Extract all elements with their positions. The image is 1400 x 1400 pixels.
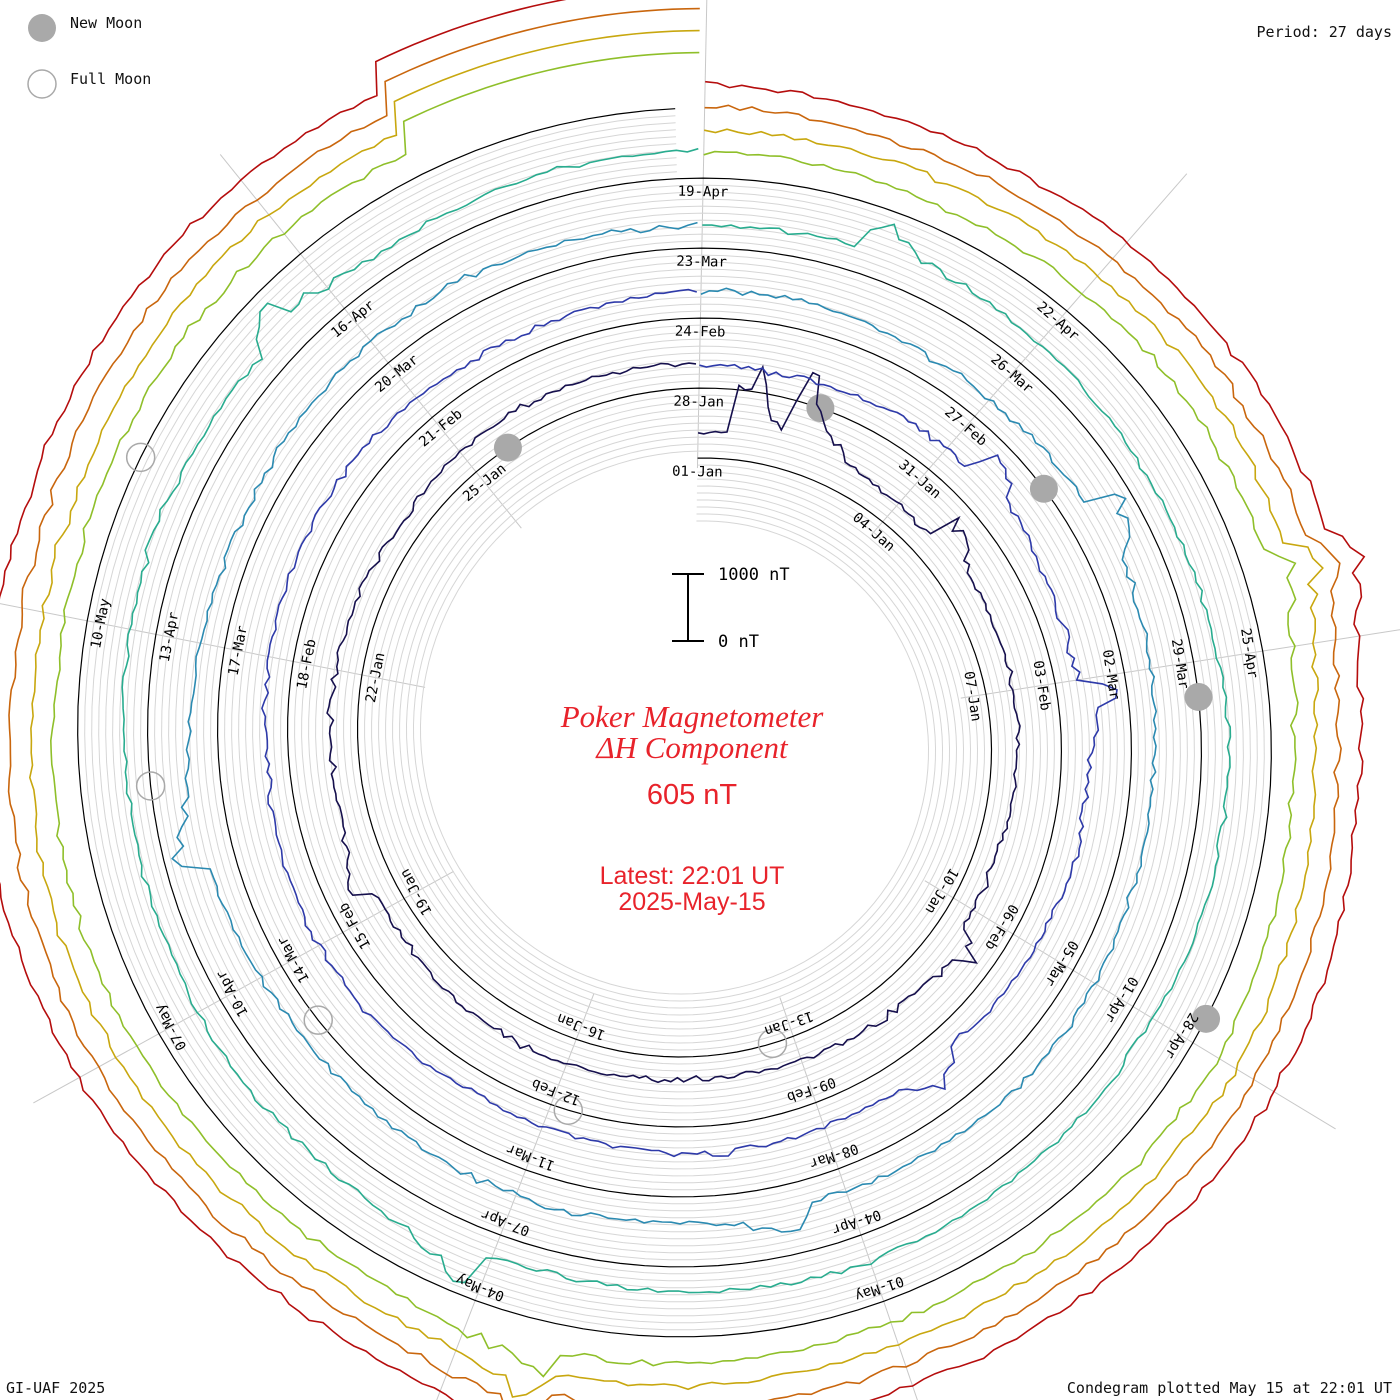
new-moon-legend-icon [28,14,56,42]
date-label: 27-Feb [941,404,990,449]
date-label: 31-Jan [895,457,944,502]
date-label: 08-Mar [807,1140,860,1172]
chart-title: Poker Magnetometer [560,699,824,734]
radial-spoke [436,993,595,1400]
series-cycle-8 [0,0,1366,1400]
plotted-timestamp: Condegram plotted May 15 at 22:01 UT [1066,1379,1392,1397]
full-moon-marker [553,1095,584,1125]
new-moon-marker [1192,1004,1221,1033]
latest-date: 2025-May-15 [618,888,765,916]
scale-bar: 1000 nT 0 nT [672,565,790,652]
date-label: 01-May [853,1272,906,1304]
date-label: 26-Mar [987,352,1036,397]
date-label: 23-Mar [676,254,727,271]
date-label: 22-Apr [1033,299,1082,344]
date-label: 20-Mar [372,352,421,396]
date-label: 07-Apr [479,1206,532,1239]
full-moon-marker [757,1028,788,1059]
radial-spoke [779,997,918,1400]
new-moon-marker [1184,682,1213,711]
credit-label: GI-UAF 2025 [6,1379,106,1397]
date-label: 13-Jan [762,1007,815,1039]
series-cycle-5 [49,51,1299,1378]
date-label: 18-Feb [294,638,319,691]
new-moon-marker [493,433,522,462]
date-label: 09-Feb [785,1074,838,1106]
radial-spoke [870,173,1188,536]
date-label: 24-Feb [675,324,726,341]
full-moon-marker [135,771,166,801]
date-label: 03-Feb [1030,659,1054,711]
moon-markers [125,394,1221,1125]
current-value: 605 nT [647,779,738,811]
spiral-gridline [105,136,1244,1310]
spiral-gridline [119,150,1230,1296]
legend-full-moon-label: Full Moon [70,70,152,88]
radial-spoke [33,870,455,1104]
date-label: 04-Jan [849,510,898,555]
series-cycle-7 [7,7,1342,1400]
spiral-baseline [77,108,1272,1338]
series-cycle-6 [28,29,1324,1398]
spiral-gridline [84,115,1265,1331]
date-label: 11-Mar [504,1140,557,1173]
period-label: Period: 27 days [1256,23,1392,41]
scale-top-label: 1000 nT [718,565,790,585]
date-label: 01-Jan [672,464,723,481]
full-moon-marker [125,442,156,473]
radial-spoke [924,880,1336,1130]
spiral-gridline [133,164,1216,1282]
spiral-gridline [98,129,1251,1317]
date-label: 28-Jan [673,394,724,411]
date-label: 19-Apr [678,184,729,201]
series-layer [0,0,1366,1400]
new-moon-marker [1029,474,1058,503]
date-label: 21-Feb [416,406,465,450]
chart-subtitle: ΔH Component [594,730,789,765]
date-label: 04-Apr [830,1206,883,1238]
date-label: 04-May [454,1271,507,1304]
series-cycle-4 [121,147,1232,1294]
spiral-gridline [91,122,1258,1324]
full-moon-legend-icon [27,69,57,99]
date-label: 25-Jan [460,461,509,505]
date-label: 13-Apr [157,611,182,664]
latest-time: Latest: 22:01 UT [600,862,785,890]
radial-spoke [0,603,426,688]
date-label: 16-Jan [555,1010,608,1043]
date-label: 17-Mar [226,624,251,677]
new-moon-marker [806,394,835,423]
legend-new-moon-label: New Moon [70,14,143,32]
scale-bottom-label: 0 nT [718,632,759,652]
series-cycle-2 [261,288,1118,1158]
title-block: Poker Magnetometer ΔH Component 605 nT L… [560,699,824,916]
date-label: 29-Mar [1168,638,1192,690]
date-label: 02-Mar [1099,649,1123,701]
series-cycle-1 [326,362,1021,1084]
date-label: 10-May [88,597,113,650]
full-moon-marker [303,1005,333,1035]
date-label: 25-Apr [1237,627,1261,679]
date-label: 16-Apr [328,297,377,341]
series-cycle-3 [171,221,1158,1233]
spiral-gridline [112,143,1237,1303]
date-label: 07-Jan [960,670,984,722]
radial-spoke [960,629,1400,699]
spiral-gridline [140,171,1209,1275]
date-label: 22-Jan [363,651,388,704]
